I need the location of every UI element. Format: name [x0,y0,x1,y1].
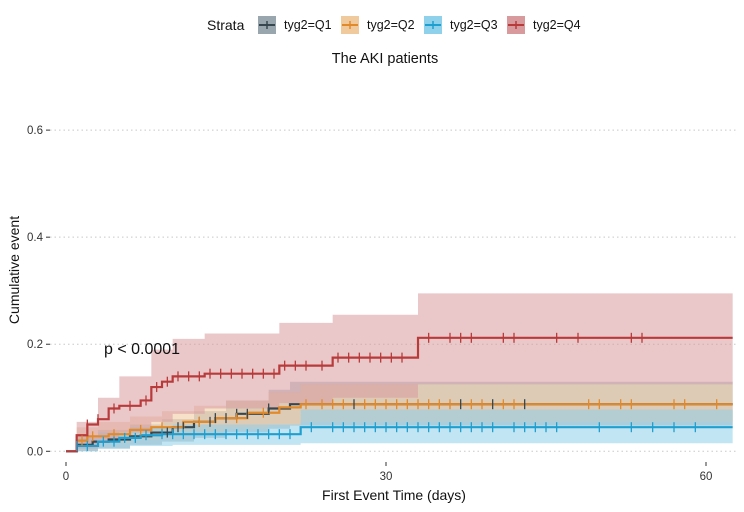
legend-label-q2: tyg2=Q2 [367,18,415,32]
legend: Strata tyg2=Q1 tyg2=Q2 tyg2=Q3 tyg2=Q4 [0,14,744,36]
censor-marks [76,332,718,451]
y-tick-label: 0.4 [27,232,44,244]
legend-label-q1: tyg2=Q1 [284,18,332,32]
legend-key-q3 [424,16,442,34]
confidence-bands [66,293,733,452]
ci-band-tyg2-q4 [66,293,733,452]
y-tick-label: 0.6 [27,125,43,137]
y-axis-title: Cumulative event [6,216,22,324]
y-tick-label: 0.0 [27,446,43,458]
legend-key-q2 [341,16,359,34]
legend-key-q1 [258,16,276,34]
km-line-tyg2-q2 [66,403,733,453]
x-tick-label: 60 [700,471,713,483]
axes: 0.0 0.2 0.4 0.6 0 30 60 [27,125,712,483]
legend-title: Strata [207,17,245,33]
x-tick-label: 30 [380,471,393,483]
x-axis-title: First Event Time (days) [322,487,466,503]
chart-title: The AKI patients [331,51,439,67]
p-value-annotation: p < 0.0001 [104,341,180,358]
x-tick-label: 0 [63,471,69,483]
km-line-tyg2-q3 [66,426,733,453]
legend-label-q3: tyg2=Q3 [450,18,498,32]
legend-label-q4: tyg2=Q4 [533,18,581,32]
km-line-tyg2-q4 [66,336,733,453]
ci-band-tyg2-q3 [66,409,733,452]
y-tick-label: 0.2 [27,339,43,351]
legend-key-q4 [507,16,525,34]
